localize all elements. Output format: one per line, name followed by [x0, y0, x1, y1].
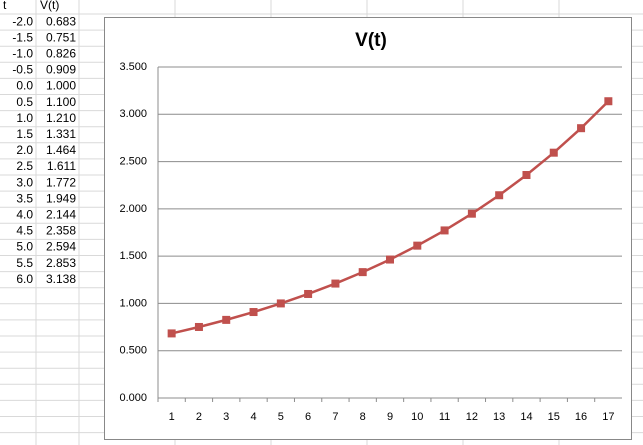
y-tick-label: 2.500 [119, 155, 147, 167]
cell: 3.5 [16, 191, 33, 205]
y-tick-label: 1.000 [119, 297, 147, 309]
cell: 1.611 [47, 159, 76, 173]
cell: 3.138 [46, 272, 76, 286]
cell: 1.331 [46, 127, 76, 141]
cell: 2.594 [46, 240, 76, 254]
cell: 0.826 [46, 46, 76, 60]
x-tick-label: 3 [223, 411, 229, 423]
marker [577, 124, 586, 133]
x-tick-label: 2 [196, 411, 202, 423]
cell: 1.464 [46, 143, 76, 157]
marker [467, 209, 476, 218]
x-tick-label: 11 [439, 411, 450, 423]
marker [440, 226, 449, 235]
marker [358, 268, 367, 277]
header-cell: V(t) [40, 0, 59, 12]
y-tick-label: 0.500 [119, 345, 147, 357]
cell: 0.0 [16, 79, 33, 93]
marker [276, 299, 285, 308]
x-tick-label: 13 [493, 411, 505, 423]
x-tick-label: 12 [466, 411, 478, 423]
cell: 3.0 [16, 175, 33, 189]
marker [249, 308, 258, 317]
cell: 0.683 [46, 14, 76, 28]
cell: -2.0 [12, 14, 33, 28]
cell: 5.0 [16, 240, 33, 254]
x-tick-label: 15 [548, 411, 560, 423]
marker [522, 171, 531, 180]
x-tick-label: 5 [278, 411, 284, 423]
cell: 2.0 [16, 143, 33, 157]
cell: 1.100 [46, 95, 76, 109]
cell: 2.5 [16, 159, 33, 173]
marker [386, 255, 394, 264]
marker [495, 191, 504, 200]
y-tick-label: 3.500 [119, 61, 147, 73]
y-tick-label: 2.000 [119, 203, 147, 215]
cell: 1.0 [16, 111, 33, 125]
cell: 1.949 [46, 191, 76, 205]
marker [604, 97, 613, 106]
x-tick-label: 6 [305, 411, 311, 423]
marker [167, 329, 176, 338]
x-tick-label: 14 [520, 411, 532, 423]
marker [331, 279, 340, 288]
x-tick-label: 4 [250, 411, 256, 423]
cell: 4.0 [16, 207, 33, 221]
chart-frame [104, 17, 632, 440]
cell: 1.000 [46, 79, 76, 93]
x-tick-label: 1 [169, 411, 175, 423]
y-tick-label: 1.500 [119, 250, 147, 262]
y-tick-label: 3.000 [119, 108, 147, 120]
x-tick-label: 16 [575, 411, 587, 423]
header-cell: t [3, 0, 7, 12]
cell: 5.5 [16, 256, 33, 270]
marker [549, 148, 558, 157]
marker [194, 322, 203, 331]
cell: 0.5 [16, 95, 33, 109]
cell: 0.751 [46, 30, 76, 44]
x-tick-label: 10 [411, 411, 423, 423]
cell: -1.5 [12, 30, 33, 44]
marker [413, 241, 422, 250]
x-tick-label: 17 [602, 411, 614, 423]
cell: 4.5 [16, 224, 33, 238]
marker [222, 315, 231, 324]
cell: 0.909 [46, 63, 76, 77]
cell: -1.0 [12, 46, 33, 60]
cell: 2.358 [46, 224, 76, 238]
marker [304, 289, 313, 298]
cell: 1.772 [46, 175, 76, 189]
cell: -0.5 [12, 63, 33, 77]
chart-title: V(t) [355, 30, 387, 51]
cell: 1.210 [46, 111, 76, 125]
cell: 2.853 [46, 256, 76, 270]
cell: 6.0 [16, 272, 33, 286]
x-tick-label: 8 [360, 411, 366, 423]
x-tick-label: 9 [387, 411, 393, 423]
x-tick-label: 7 [332, 411, 338, 423]
y-tick-label: 0.000 [119, 392, 147, 404]
cell: 1.5 [16, 127, 33, 141]
cell: 2.144 [46, 207, 76, 221]
